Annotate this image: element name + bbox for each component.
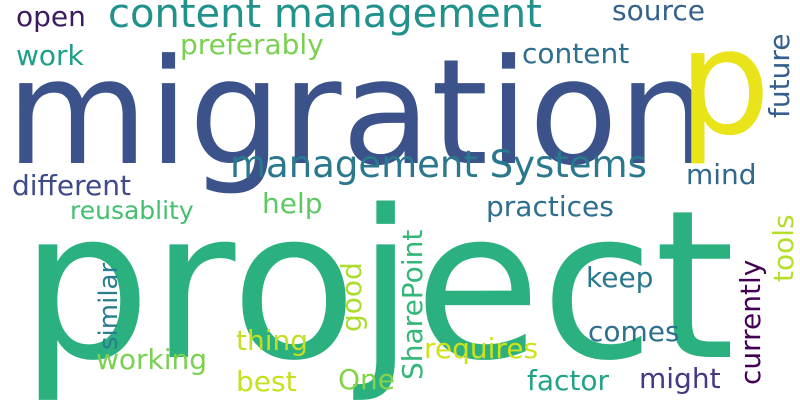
- word-future: future: [763, 33, 796, 118]
- word-keep: keep: [586, 261, 654, 294]
- word-reusablity: reusablity: [70, 196, 194, 225]
- word-management-systems: management Systems: [230, 143, 647, 186]
- word-p: p: [678, 0, 771, 168]
- word-project: project: [20, 166, 735, 400]
- word-migration: migration: [6, 28, 711, 198]
- word-tools: tools: [767, 214, 800, 282]
- word-help: help: [262, 187, 323, 220]
- word-sharepoint: SharePoint: [396, 229, 429, 380]
- word-mind: mind: [686, 158, 757, 191]
- word-source: source: [612, 0, 705, 27]
- word-might: might: [639, 362, 721, 395]
- word-good: good: [335, 262, 368, 332]
- word-preferably: preferably: [180, 28, 324, 61]
- word-practices: practices: [486, 190, 614, 223]
- word-different: different: [12, 169, 131, 202]
- word-work: work: [16, 39, 84, 72]
- word-requires: requires: [424, 332, 539, 365]
- word-open: open: [16, 0, 86, 33]
- word-best: best: [236, 365, 297, 398]
- word-comes: comes: [588, 315, 680, 348]
- word-currently: currently: [734, 259, 767, 385]
- word-factor: factor: [527, 364, 610, 397]
- word-content-management: content management: [108, 0, 542, 37]
- word-content: content: [522, 37, 630, 70]
- word-thing: thing: [236, 324, 309, 357]
- word-similar: similar: [94, 262, 124, 350]
- word-one: One: [338, 363, 396, 396]
- word-working: working: [96, 343, 208, 376]
